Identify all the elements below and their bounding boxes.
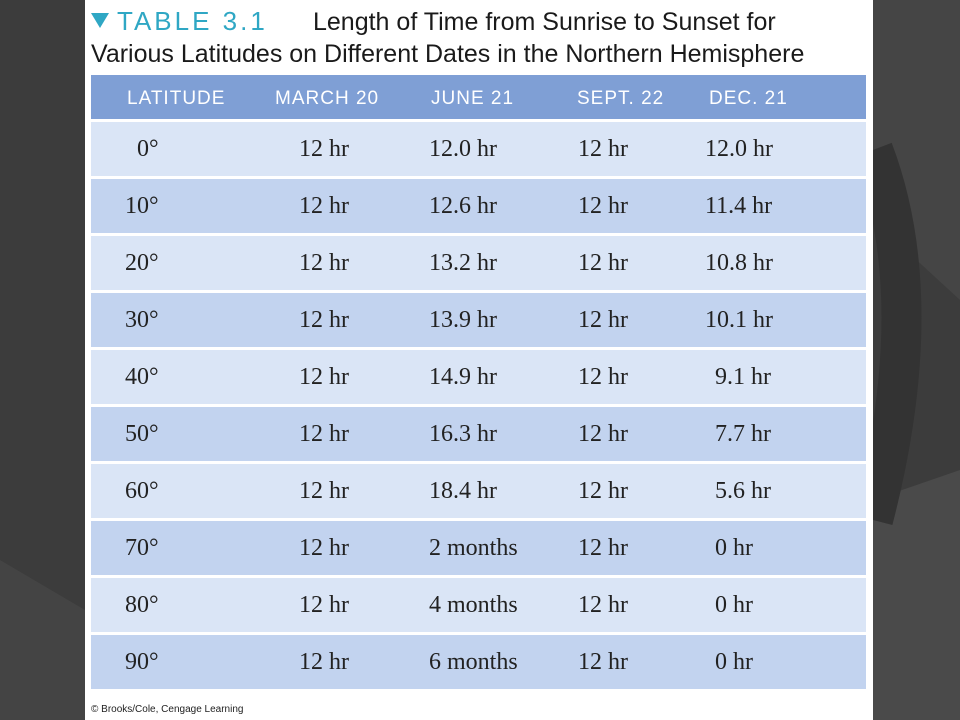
table-row: 90° 12 hr 6 months 12 hr 0 hr (91, 635, 866, 692)
triangle-marker-icon (91, 13, 109, 28)
table-row: 70° 12 hr 2 months 12 hr 0 hr (91, 521, 866, 578)
table-header: LATITUDE MARCH 20 JUNE 21 SEPT. 22 DEC. … (91, 75, 866, 122)
latitude-cell: 20° (125, 250, 159, 276)
latitude-cell: 90° (125, 649, 159, 675)
june-cell: 14.9 hr (429, 364, 497, 390)
column-header-sept-22: SEPT. 22 (577, 88, 665, 109)
june-cell: 18.4 hr (429, 478, 497, 504)
sept-cell: 12 hr (578, 649, 628, 675)
latitude-cell: 10° (125, 193, 159, 219)
latitude-cell: 40° (125, 364, 159, 390)
latitude-cell: 80° (125, 592, 159, 618)
sept-cell: 12 hr (578, 421, 628, 447)
dec-cell: 5.6 hr (715, 478, 771, 504)
sept-cell: 12 hr (578, 250, 628, 276)
dec-cell: 7.7 hr (715, 421, 771, 447)
table-row: 0° 12 hr 12.0 hr 12 hr 12.0 hr (91, 122, 866, 179)
march-cell: 12 hr (299, 478, 349, 504)
latitude-cell: 50° (125, 421, 159, 447)
june-cell: 4 months (429, 592, 518, 618)
dec-cell: 10.1 hr (705, 307, 773, 333)
march-cell: 12 hr (299, 421, 349, 447)
dec-cell: 0 hr (715, 649, 753, 675)
column-header-latitude: LATITUDE (127, 88, 226, 109)
sept-cell: 12 hr (578, 136, 628, 162)
latitude-cell: 70° (125, 535, 159, 561)
march-cell: 12 hr (299, 535, 349, 561)
dec-cell: 0 hr (715, 592, 753, 618)
table-row: 30° 12 hr 13.9 hr 12 hr 10.1 hr (91, 293, 866, 350)
june-cell: 2 months (429, 535, 518, 561)
march-cell: 12 hr (299, 250, 349, 276)
march-cell: 12 hr (299, 307, 349, 333)
caption-line-1: Length of Time from Sunrise to Sunset fo… (313, 8, 776, 36)
daylength-table: LATITUDE MARCH 20 JUNE 21 SEPT. 22 DEC. … (91, 75, 866, 692)
table-row: 10° 12 hr 12.6 hr 12 hr 11.4 hr (91, 179, 866, 236)
table-panel: TABLE 3.1 Length of Time from Sunrise to… (85, 0, 873, 720)
latitude-cell: 60° (125, 478, 159, 504)
caption-line-2: Various Latitudes on Different Dates in … (91, 40, 805, 68)
june-cell: 12.6 hr (429, 193, 497, 219)
dec-cell: 12.0 hr (705, 136, 773, 162)
latitude-cell: 30° (125, 307, 159, 333)
column-header-march-20: MARCH 20 (275, 88, 380, 109)
dec-cell: 0 hr (715, 535, 753, 561)
sept-cell: 12 hr (578, 535, 628, 561)
table-title: TABLE 3.1 Length of Time from Sunrise to… (91, 4, 871, 74)
table-row: 40° 12 hr 14.9 hr 12 hr 9.1 hr (91, 350, 866, 407)
latitude-cell: 0° (137, 136, 159, 162)
column-header-june-21: JUNE 21 (431, 88, 515, 109)
march-cell: 12 hr (299, 649, 349, 675)
dec-cell: 9.1 hr (715, 364, 771, 390)
june-cell: 16.3 hr (429, 421, 497, 447)
march-cell: 12 hr (299, 193, 349, 219)
table-row: 50° 12 hr 16.3 hr 12 hr 7.7 hr (91, 407, 866, 464)
june-cell: 13.2 hr (429, 250, 497, 276)
march-cell: 12 hr (299, 364, 349, 390)
table-number-label: TABLE 3.1 (117, 6, 268, 36)
copyright-credit: © Brooks/Cole, Cengage Learning (91, 704, 244, 715)
column-header-dec-21: DEC. 21 (709, 88, 788, 109)
sept-cell: 12 hr (578, 193, 628, 219)
table-row: 20° 12 hr 13.2 hr 12 hr 10.8 hr (91, 236, 866, 293)
table-caption: Length of Time from Sunrise to Sunset fo… (91, 6, 871, 70)
march-cell: 12 hr (299, 592, 349, 618)
march-cell: 12 hr (299, 136, 349, 162)
sept-cell: 12 hr (578, 307, 628, 333)
june-cell: 6 months (429, 649, 518, 675)
table-row: 60° 12 hr 18.4 hr 12 hr 5.6 hr (91, 464, 866, 521)
sept-cell: 12 hr (578, 364, 628, 390)
dec-cell: 10.8 hr (705, 250, 773, 276)
table-row: 80° 12 hr 4 months 12 hr 0 hr (91, 578, 866, 635)
sept-cell: 12 hr (578, 592, 628, 618)
dec-cell: 11.4 hr (705, 193, 773, 219)
june-cell: 12.0 hr (429, 136, 497, 162)
june-cell: 13.9 hr (429, 307, 497, 333)
sept-cell: 12 hr (578, 478, 628, 504)
